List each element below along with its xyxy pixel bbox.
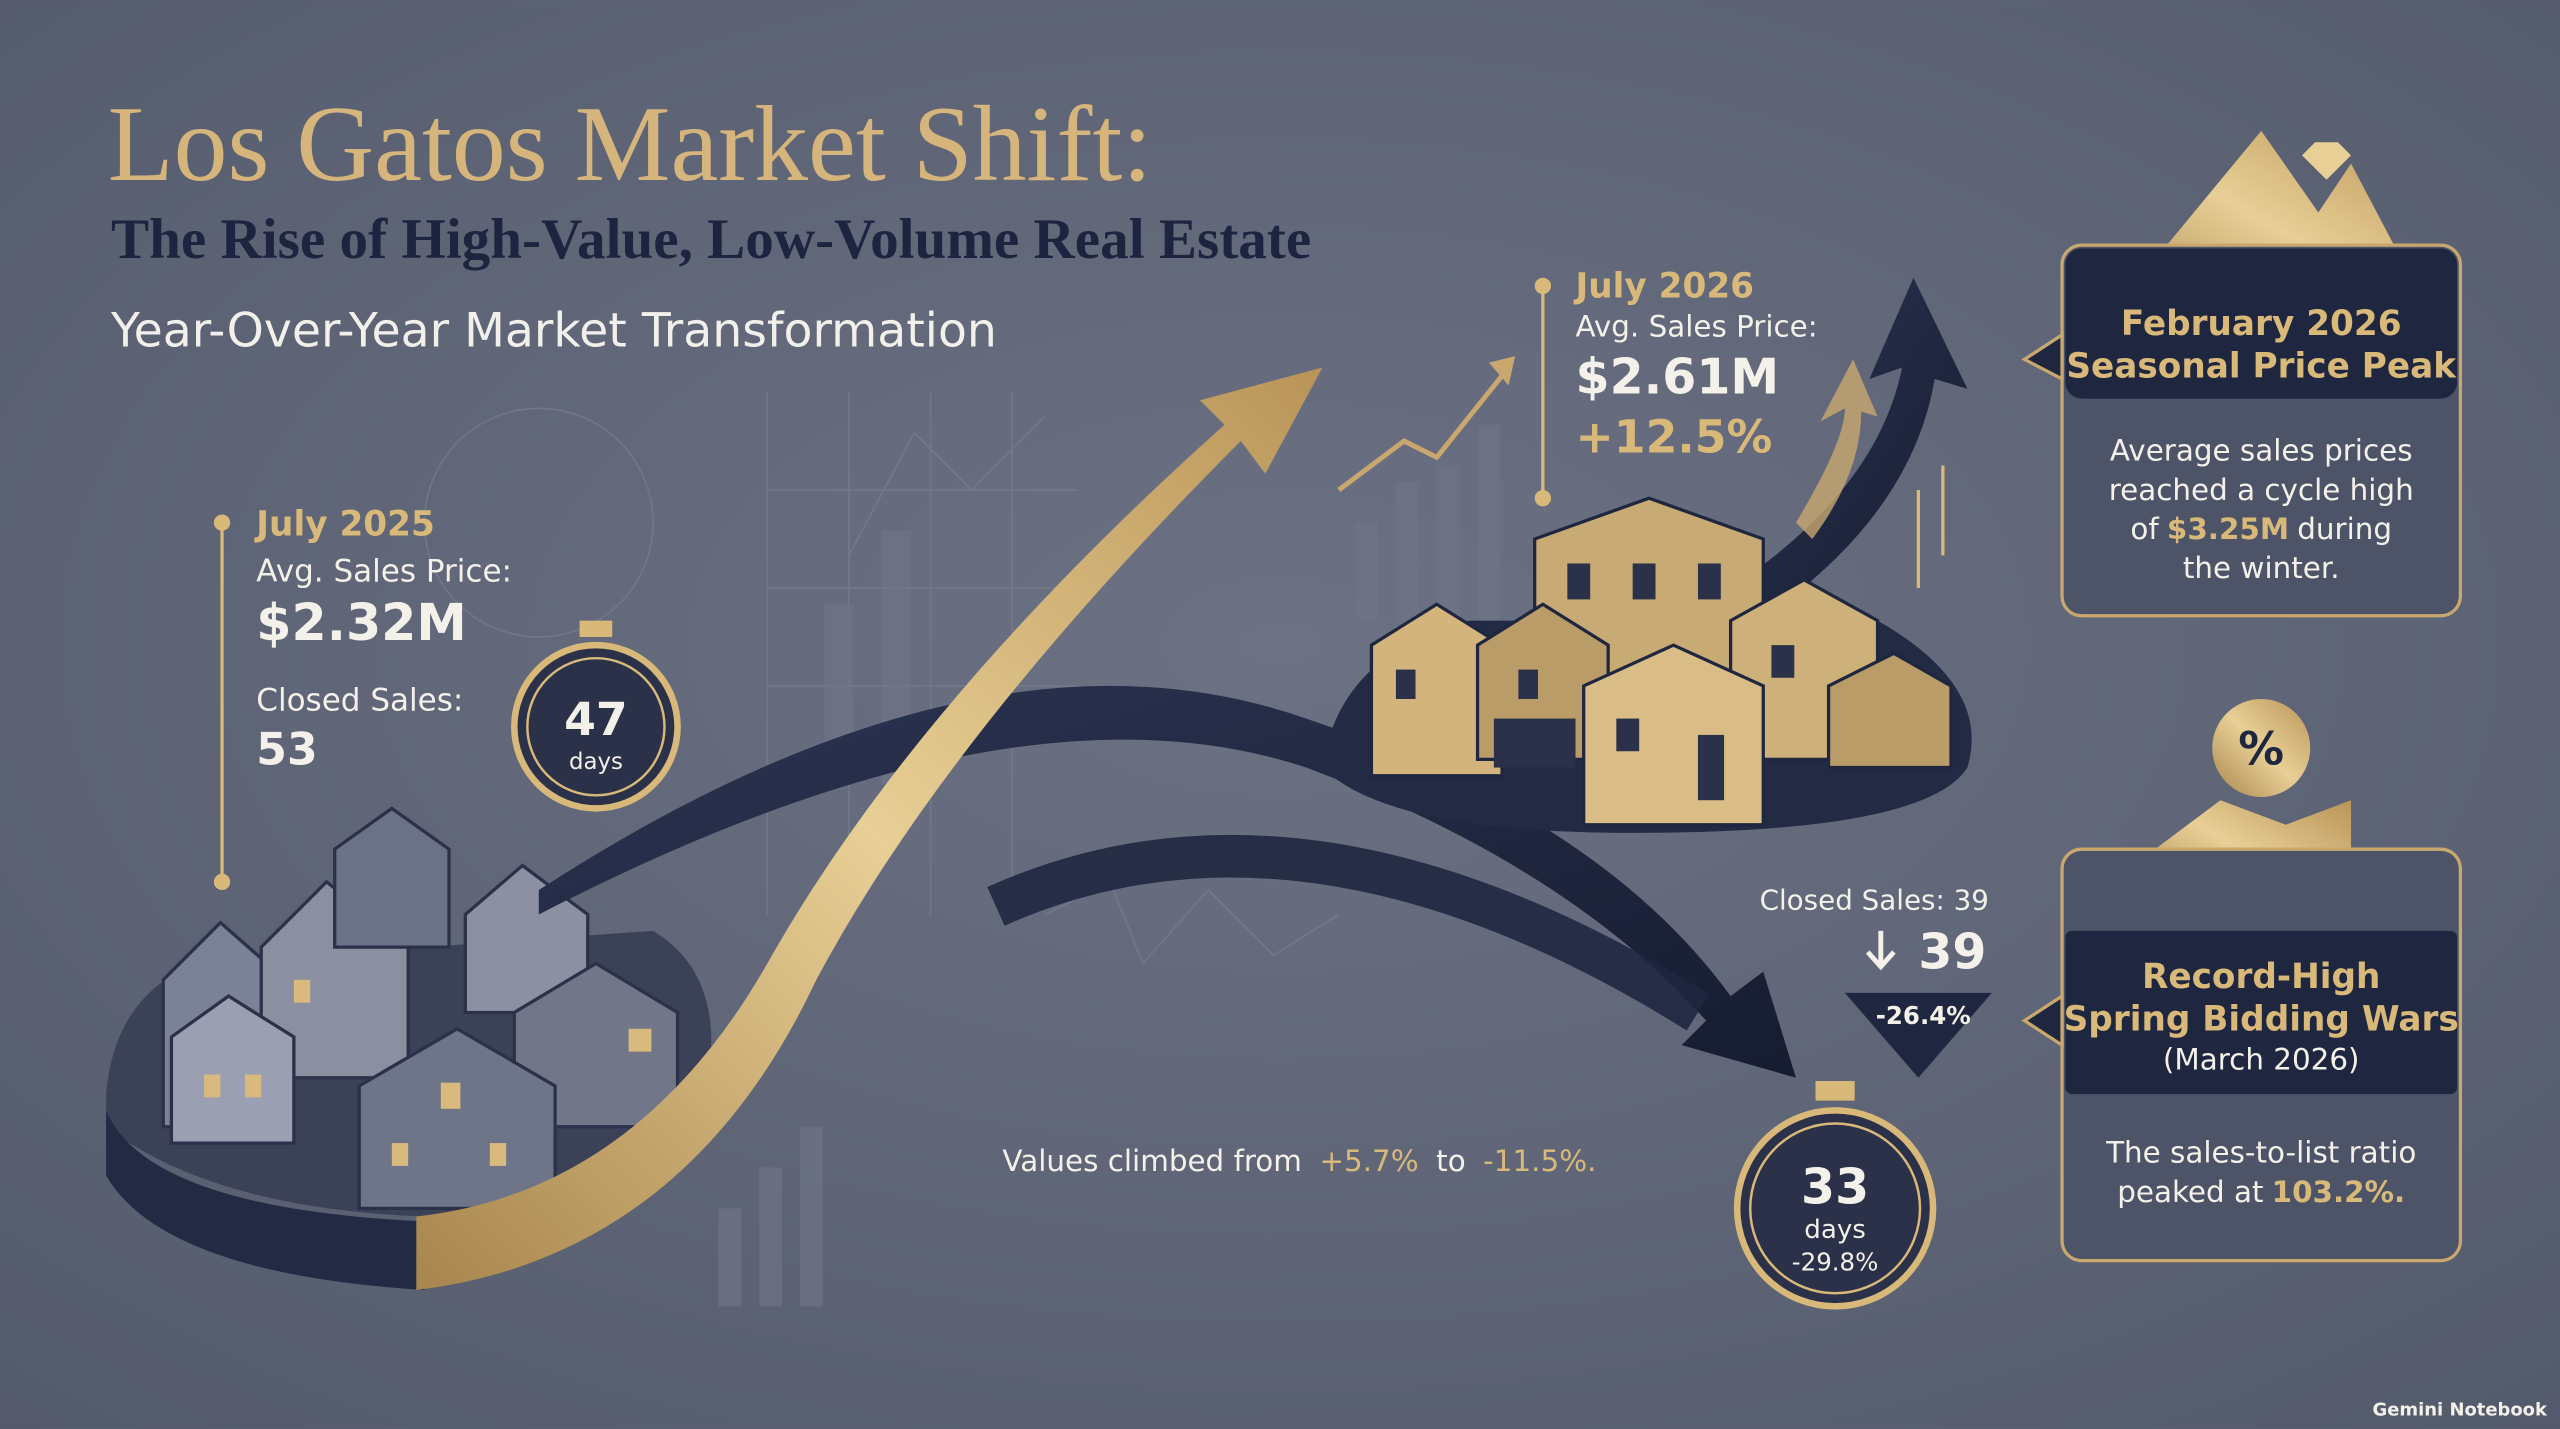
- card-text: The sales-to-list ratio: [2105, 1136, 2416, 1170]
- down-icon: [1865, 930, 1896, 971]
- footer: Gemini Notebook: [2373, 1400, 2548, 1421]
- bidding-card: % Record-High Spring Bidding Wars (March…: [2021, 698, 2463, 1263]
- timer-days: 47: [564, 693, 628, 746]
- neighbourhood-2025: [106, 806, 712, 1291]
- small-trend: [1337, 374, 1504, 492]
- card-text: during: [2297, 512, 2392, 546]
- note-text: to: [1436, 1144, 1465, 1178]
- timer-change: -29.8%: [1792, 1247, 1879, 1276]
- card-body-line: the winter.: [2183, 551, 2340, 585]
- down-arrow: [538, 685, 1796, 1078]
- marker-dot: [213, 514, 231, 531]
- card-body: The sales-to-list ratio peaked at 103.2%.: [2105, 1136, 2416, 1209]
- note: Values climbed from +5.7% to -11.5%.: [1002, 1144, 1596, 1178]
- note-value: +5.7%: [1319, 1144, 1418, 1178]
- title: Los Gatos Market Shift:: [108, 85, 1152, 204]
- card-subtitle: (March 2026): [2163, 1043, 2360, 1077]
- card-text: of: [2130, 512, 2159, 546]
- timer-days: 33: [1801, 1158, 1869, 1215]
- pins: [1916, 465, 1945, 588]
- date-label: July 2026: [1574, 266, 1755, 306]
- card-highlight: $3.25M: [2167, 512, 2289, 546]
- gem-icon: [2302, 142, 2352, 180]
- timer-unit: days: [569, 749, 623, 775]
- peak-card: February 2026 Seasonal Price Peak Averag…: [2021, 130, 2463, 618]
- price-label: Avg. Sales Price:: [256, 553, 512, 589]
- up-arrow-accent: [1795, 359, 1878, 539]
- sales-value: 39: [1918, 923, 1986, 980]
- card-highlight: 103.2%.: [2272, 1175, 2406, 1209]
- tagline: Year-Over-Year Market Transformation: [110, 303, 997, 358]
- up-arrow: [1730, 277, 1968, 629]
- price-value: $2.61M: [1576, 349, 1780, 406]
- marker-dot: [1534, 490, 1552, 507]
- badge-icon: %: [2238, 722, 2284, 775]
- note-text: Values climbed from: [1002, 1144, 1301, 1178]
- marker-dot: [213, 873, 231, 891]
- price-change: +12.5%: [1576, 410, 1773, 463]
- down-arrow-lower: [987, 834, 1710, 1031]
- subtitle: The Rise of High-Value, Low-Volume Real …: [111, 208, 1311, 271]
- timer-2025: 47 days: [511, 620, 681, 812]
- sales-label: Closed Sales:: [256, 682, 463, 718]
- card-body-line: peaked at 103.2%.: [2117, 1175, 2405, 1209]
- card-title: Seasonal Price Peak: [2066, 346, 2457, 386]
- badge: [2212, 698, 2311, 797]
- price-arrow: [416, 367, 1323, 1291]
- small-trend-head: [1488, 356, 1516, 386]
- neighbourhood-2026: [1322, 496, 1972, 833]
- card-text: Average sales prices: [2110, 434, 2413, 468]
- price-value: $2.32M: [256, 593, 466, 652]
- timer-2026: 33 days -29.8%: [1733, 1081, 1937, 1310]
- card-body: Average sales prices reached a cycle high…: [2109, 434, 2414, 586]
- card-body-line: reached a cycle high: [2109, 473, 2414, 507]
- card-body-line: Average sales prices: [2110, 434, 2413, 468]
- price-label: Avg. Sales Price:: [1576, 310, 1818, 344]
- card-body-line: The sales-to-list ratio: [2105, 1136, 2416, 1170]
- card-body-line: of $3.25M during: [2130, 512, 2392, 546]
- change-badge: [1844, 992, 1992, 1078]
- date-label: July 2025: [254, 505, 435, 545]
- card-title: February 2026: [2121, 304, 2402, 344]
- card-text: the winter.: [2183, 551, 2340, 585]
- card-text: peaked at: [2117, 1175, 2263, 1209]
- note-value: -11.5%.: [1483, 1144, 1596, 1178]
- sales-value: 53: [256, 724, 317, 775]
- sales-label: Closed Sales: 39: [1760, 884, 1989, 917]
- card-text: reached a cycle high: [2109, 473, 2414, 507]
- card-title: Spring Bidding Wars: [2064, 999, 2459, 1039]
- timer-unit: days: [1804, 1215, 1866, 1245]
- card-title: Record-High: [2142, 957, 2380, 997]
- sales-change: -26.4%: [1876, 1001, 1971, 1030]
- marker-dot: [1534, 277, 1552, 295]
